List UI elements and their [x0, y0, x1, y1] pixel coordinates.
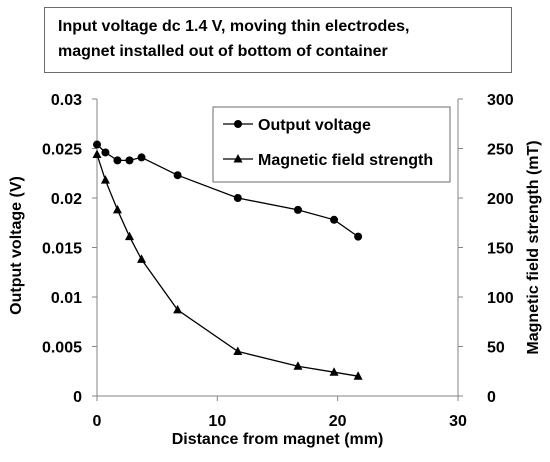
output-voltage-point [93, 140, 101, 149]
y-right-tick-label: 0 [487, 389, 496, 406]
magnetic-field-line [96, 154, 359, 377]
legend-output-voltage-marker [234, 120, 242, 128]
chart-title-line-1: Input voltage dc 1.4 V, moving thin elec… [58, 18, 410, 35]
magnetic-field-point [353, 371, 363, 380]
y-left-tick-label: 0.03 [51, 92, 82, 109]
output-voltage-point [330, 215, 339, 224]
output-voltage-point [101, 148, 110, 157]
x-tick-label: 0 [93, 413, 102, 430]
y-right-tick-label: 100 [487, 290, 514, 307]
magnetic-field-point [329, 367, 339, 376]
magnetic-field-point [173, 304, 183, 314]
y-axis-left-label: Output voltage (V) [8, 176, 25, 315]
y-right-tick-label: 200 [487, 191, 514, 208]
magnetic-field-point [92, 149, 102, 158]
y-right-tick-label: 250 [487, 142, 514, 159]
legend-label-magnetic-field: Magnetic field strength [258, 152, 433, 169]
y-right-tick-label: 50 [487, 340, 505, 357]
output-voltage-point [113, 156, 122, 165]
x-tick-label: 30 [449, 413, 467, 430]
output-voltage-point [125, 156, 134, 165]
magnetic-field-point [137, 254, 147, 263]
y-left-tick-label: 0 [73, 389, 82, 406]
chart-title-line-2: magnet installed out of bottom of contai… [58, 43, 388, 60]
magnetic-field-point [112, 204, 122, 214]
output-voltage-point [293, 205, 302, 214]
magnetic-field-point [293, 361, 303, 370]
output-voltage-point [137, 153, 146, 162]
y-axis-right-label: Magnetic field strength (mT) [525, 140, 542, 354]
y-right-tick-label: 300 [487, 92, 514, 109]
y-left-tick-label: 0.015 [42, 241, 82, 258]
legend-magnetic-field-marker [233, 154, 243, 163]
magnetic-field-point [124, 231, 134, 241]
x-tick-label: 20 [329, 413, 347, 430]
legend-label-output-voltage: Output voltage [258, 117, 371, 134]
y-left-tick-label: 0.01 [51, 290, 82, 307]
output-voltage-point [173, 171, 182, 180]
magnetic-field-point [233, 346, 243, 355]
legend-box [212, 106, 451, 183]
output-voltage-point [233, 194, 242, 202]
output-voltage-point [354, 232, 363, 241]
y-left-tick-label: 0.005 [42, 340, 82, 357]
magnetic-field-point [100, 175, 110, 184]
y-right-tick-label: 150 [487, 241, 514, 258]
output-voltage-line [96, 144, 359, 238]
y-left-tick-label: 0.025 [42, 142, 82, 159]
y-left-tick-label: 0.02 [51, 191, 82, 208]
chart-title-box: Input voltage dc 1.4 V, moving thin elec… [44, 7, 512, 73]
x-axis-label: Distance from magnet (mm) [172, 431, 384, 448]
x-tick-label: 10 [208, 413, 226, 430]
